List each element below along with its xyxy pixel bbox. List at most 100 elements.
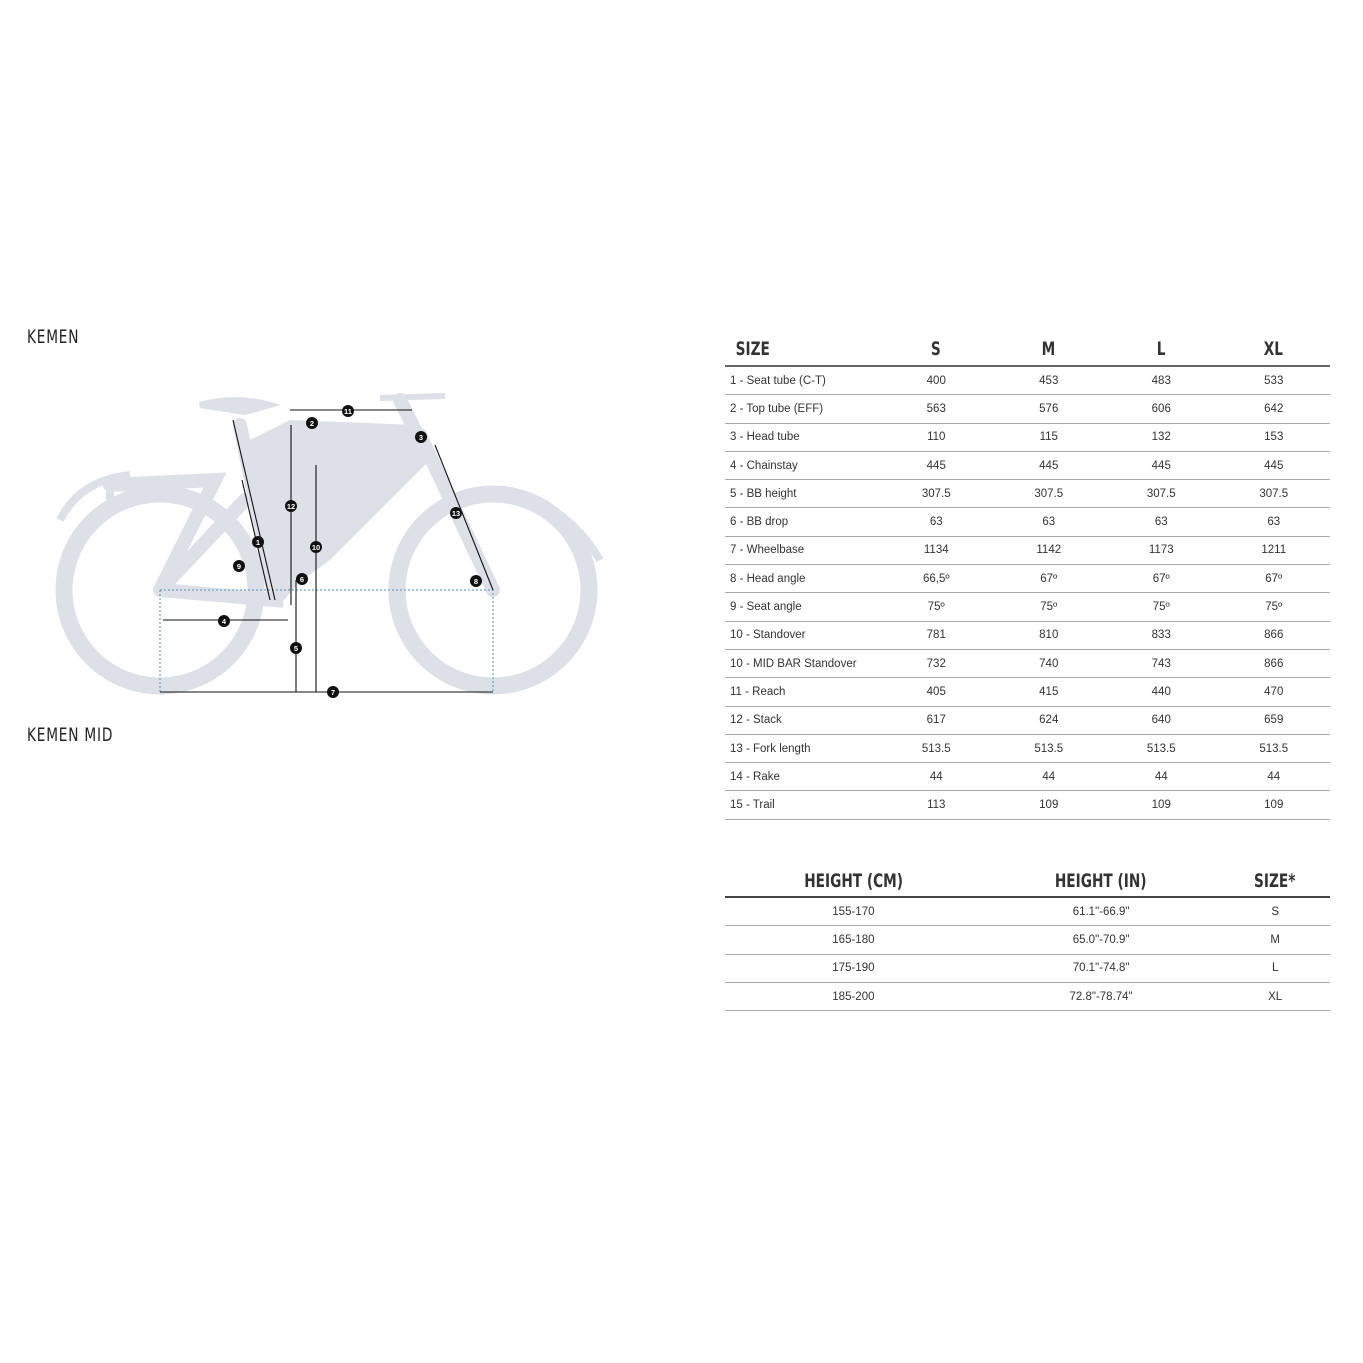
table-row: 1 - Seat tube (C-T) 400 453 483 533 bbox=[725, 366, 1330, 396]
marker-label: 12 bbox=[287, 502, 295, 511]
column-header: HEIGHT (IN) bbox=[981, 865, 1221, 898]
marker-label: 1 bbox=[256, 936, 260, 945]
measurement-value: 1211 bbox=[1217, 536, 1330, 566]
measurement-value: 1173 bbox=[1105, 536, 1218, 566]
dimension-marker-11: 11 bbox=[342, 803, 354, 815]
marker-label: 5 bbox=[294, 644, 298, 653]
marker-label: 4 bbox=[222, 617, 227, 626]
measurement-label: 14 - Rake bbox=[725, 762, 880, 792]
measurement-value: 1134 bbox=[880, 536, 993, 566]
dimension-marker-5: 5 bbox=[290, 642, 302, 654]
marker-label: 2 bbox=[310, 419, 314, 428]
column-header: M bbox=[992, 333, 1105, 367]
marker-label: 4 bbox=[222, 1015, 227, 1024]
column-header-label: HEIGHT (IN) bbox=[1055, 869, 1147, 892]
marker-label: 8 bbox=[474, 577, 478, 586]
bike-frame bbox=[110, 798, 493, 998]
marker-label: 7 bbox=[331, 688, 335, 697]
dimension-marker-13: 13 bbox=[450, 507, 462, 519]
measurement-label: 9 - Seat angle bbox=[725, 592, 880, 622]
measurement-value: 833 bbox=[1105, 621, 1218, 650]
measurement-label: 10 - Standover bbox=[725, 621, 880, 650]
measurement-value: 483 bbox=[1105, 366, 1218, 396]
dimension-marker-7: 7 bbox=[327, 686, 339, 698]
measurement-value: 63 bbox=[992, 507, 1105, 537]
measurement-value: 659 bbox=[1217, 706, 1330, 735]
front-wheel bbox=[397, 892, 589, 1060]
measurement-value: 866 bbox=[1217, 621, 1330, 650]
measurement-value: 513.5 bbox=[1217, 734, 1330, 764]
measurement-value: 44 bbox=[1105, 762, 1218, 792]
rack-and-fenders bbox=[60, 873, 600, 958]
dimension-marker-9: 9 bbox=[233, 560, 245, 572]
measurement-value: 75º bbox=[1217, 592, 1330, 622]
measurement-label: 1 - Seat tube (C-T) bbox=[725, 366, 880, 396]
dimension-marker-4: 4 bbox=[218, 1013, 230, 1025]
column-header-label: S bbox=[931, 338, 942, 360]
table-row: 185-200 72.8"-78.74" XL bbox=[725, 982, 1330, 1012]
measurement-value: 109 bbox=[992, 790, 1105, 820]
dimension-marker-2: 2 bbox=[306, 417, 318, 429]
measurement-value: 44 bbox=[880, 762, 993, 792]
marker-label: 11 bbox=[344, 407, 352, 416]
dimension-marker-1: 1 bbox=[252, 934, 264, 946]
marker-label: 9 bbox=[237, 960, 241, 969]
table-row: 14 - Rake 44 44 44 44 bbox=[725, 762, 1330, 792]
measurement-value: 453 bbox=[992, 366, 1105, 396]
measurement-value: 75º bbox=[880, 592, 993, 622]
measurement-value: 132 bbox=[1105, 423, 1218, 452]
column-header: HEIGHT (CM) bbox=[725, 865, 982, 898]
table-row: 13 - Fork length 513.5 513.5 513.5 513.5 bbox=[725, 734, 1330, 764]
column-header-label: SIZE* bbox=[1254, 869, 1296, 892]
fit-value: L bbox=[1220, 954, 1330, 983]
marker-label: 6 bbox=[300, 575, 304, 584]
measurement-value: 75º bbox=[992, 592, 1105, 622]
measurement-value: 732 bbox=[880, 649, 993, 679]
measurement-value: 624 bbox=[992, 706, 1105, 735]
marker-label: 6 bbox=[300, 973, 304, 982]
measurement-value: 440 bbox=[1105, 677, 1218, 707]
measurement-value: 75º bbox=[1105, 592, 1218, 622]
measurement-value: 445 bbox=[880, 451, 993, 481]
measurement-value: 110 bbox=[880, 423, 993, 452]
marker-label: 9 bbox=[237, 562, 241, 571]
measurement-label: 12 - Stack bbox=[725, 706, 880, 735]
column-header-label: HEIGHT (CM) bbox=[803, 869, 903, 892]
dimension-lines bbox=[160, 808, 493, 1060]
measurement-value: 63 bbox=[1105, 507, 1218, 537]
measurement-value: 307.5 bbox=[992, 479, 1105, 509]
measurement-value: 640 bbox=[1105, 706, 1218, 735]
table-row: 15 - Trail 113 109 109 109 bbox=[725, 790, 1330, 820]
table-row: 10 - MID BAR Standover 732 740 743 866 bbox=[725, 649, 1330, 679]
dimension-marker-12: 12 bbox=[285, 500, 297, 512]
measurement-label: 5 - BB height bbox=[725, 479, 880, 509]
measurement-value: 307.5 bbox=[1105, 479, 1218, 509]
dimension-marker-6: 6 bbox=[296, 971, 308, 983]
saddle bbox=[199, 397, 282, 416]
marker-label: 1 bbox=[256, 538, 260, 547]
dimension-marker-4: 4 bbox=[218, 615, 230, 627]
dimension-marker-12: 12 bbox=[285, 898, 297, 910]
measurement-value: 307.5 bbox=[880, 479, 993, 509]
measurement-value: 115 bbox=[992, 423, 1105, 452]
frame-body bbox=[250, 420, 430, 600]
column-header-label: M bbox=[1041, 338, 1056, 360]
model-title-kemen: KEMEN bbox=[27, 326, 80, 348]
handlebar bbox=[379, 393, 446, 401]
fit-value: 61.1"-66.9" bbox=[981, 897, 1221, 927]
measurement-value: 810 bbox=[992, 621, 1105, 650]
frame-body bbox=[250, 818, 430, 998]
table-row: 7 - Wheelbase 1134 1142 1173 1211 bbox=[725, 536, 1330, 566]
measurement-value: 44 bbox=[1217, 762, 1330, 792]
dimension-marker-11: 11 bbox=[342, 405, 354, 417]
dimension-marker-13: 13 bbox=[450, 905, 462, 917]
column-header: SIZE bbox=[725, 333, 880, 367]
table-row: 175-190 70.1"-74.8" L bbox=[725, 954, 1330, 983]
measurement-value: 67º bbox=[1105, 564, 1218, 594]
dimension-marker-1: 1 bbox=[252, 536, 264, 548]
measurement-value: 415 bbox=[992, 677, 1105, 707]
measurement-value: 109 bbox=[1105, 790, 1218, 820]
measurement-label: 3 - Head tube bbox=[725, 423, 880, 452]
fit-value: 155-170 bbox=[725, 897, 982, 927]
measurement-label: 8 - Head angle bbox=[725, 564, 880, 594]
